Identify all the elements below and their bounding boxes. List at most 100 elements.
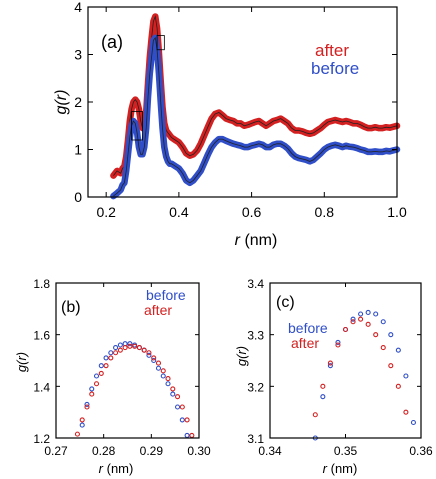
panel-b-xtick-label: 0.30 <box>187 444 211 458</box>
panel-c-point-after <box>388 363 394 369</box>
panel-b-point-before <box>117 342 123 348</box>
panel-c-legend-after: after <box>291 335 319 351</box>
panel-c-point-before <box>403 373 409 379</box>
panel-c-ylabel: g(r) <box>234 346 249 366</box>
panel-b-xlabel: r (nm) <box>99 461 134 476</box>
panel-b-point-after <box>184 417 190 423</box>
panel-b-point-before <box>89 386 95 392</box>
panel-b-series <box>74 341 195 438</box>
panel-c-point-after <box>365 321 371 327</box>
panel-c-series <box>312 309 417 441</box>
panel-a-chart: 0.2 0.4 0.6 0.8 1.0 0 1 2 3 4 (a) after before g(… <box>53 0 407 249</box>
panel-c-xtick-label: 0.35 <box>334 444 358 458</box>
panel-b-point-after <box>146 350 152 356</box>
panel-b-point-after <box>170 386 176 392</box>
panel-c-xlabel-var: r <box>323 461 328 476</box>
panel-b-point-before <box>113 345 119 351</box>
panel-c-point-before <box>358 311 364 317</box>
panel-b-legend-after: after <box>144 302 172 318</box>
panel-b-chart: 0.27 0.28 0.29 0.301.21.41.61.8 (b) before … <box>14 277 211 476</box>
panel-b-point-after <box>122 345 128 351</box>
panel-b-point-before <box>84 401 90 407</box>
panel-c-xtick-label: 0.36 <box>409 444 433 458</box>
panel-c-point-after <box>342 326 349 333</box>
panel-a-series <box>110 13 401 200</box>
panel-c-point-before <box>410 419 417 426</box>
panel-b-point-after <box>160 368 166 374</box>
panel-c-point-after <box>335 342 341 348</box>
panel-b-point-before <box>175 404 181 410</box>
panel-b-letter: (b) <box>61 299 81 316</box>
panel-a-ytick-label: 4 <box>74 0 82 15</box>
panel-b-point-after <box>141 347 147 353</box>
panel-c-point-after <box>350 319 356 325</box>
panel-b-ticks: 0.27 0.28 0.29 0.30 1.2 1.4 1.6 1.8 <box>33 277 211 458</box>
panel-b-point-after <box>108 355 114 361</box>
panel-b-point-before <box>93 373 100 379</box>
panel-b-ytick-label: 1.8 <box>33 277 50 291</box>
panel-b-point-after <box>93 381 100 387</box>
panel-c-point-before <box>380 319 386 325</box>
panel-b-ylabel: g(r) <box>14 352 29 372</box>
panel-a-xtick-label: 1.0 <box>387 204 407 220</box>
panel-a-xlabel-unit: (nm) <box>244 232 277 249</box>
panel-a-ytick-label: 2 <box>74 94 82 110</box>
panel-a-ytick-label: 3 <box>74 47 82 63</box>
panel-b-point-after <box>175 394 181 400</box>
panel-b-point-after <box>113 350 119 356</box>
panel-a-zoom-box-c <box>156 35 165 51</box>
panel-b-point-before <box>184 432 190 438</box>
panel-c-letter: (c) <box>276 294 295 311</box>
panel-c-ytick-label: 3.4 <box>247 277 264 291</box>
panel-c-point-before <box>320 394 326 400</box>
panel-b-frame <box>55 282 200 439</box>
panel-c-point-before <box>335 339 341 345</box>
panel-a-zoom-box-b <box>131 111 143 141</box>
panel-a-xtick-label: 0.6 <box>242 204 262 220</box>
panel-c-ticks: 0.34 0.35 0.36 3.1 3.2 3.3 3.4 <box>247 277 433 458</box>
panel-c-chart: 0.34 0.35 0.36 3.1 3.2 3.3 3.4 (c) before afte… <box>234 277 433 476</box>
panel-b-point-after <box>132 343 138 349</box>
panel-c-xlabel-unit: (nm) <box>331 461 358 476</box>
panel-c-xlabel: r (nm) <box>323 461 358 476</box>
panel-b-point-after <box>165 376 171 382</box>
panel-b-point-after <box>98 370 104 376</box>
panel-b-point-before <box>170 391 176 397</box>
panel-a-letter: (a) <box>101 32 123 52</box>
panel-a-legend-before: before <box>311 59 359 78</box>
panel-a-ticks: 0.2 0.4 0.6 0.8 1.0 0 1 2 3 4 <box>74 0 407 220</box>
panel-b-xtick-label: 0.29 <box>140 444 164 458</box>
panel-c-point-after <box>403 409 409 415</box>
panel-b-point-after <box>155 360 162 366</box>
panel-a-xlabel: r (nm) <box>235 232 278 249</box>
panel-c-ytick-label: 3.3 <box>247 329 264 343</box>
panel-b-legend-before: before <box>146 287 186 303</box>
panel-a-xtick-label: 0.8 <box>315 204 335 220</box>
panel-b-xtick-label: 0.27 <box>44 444 68 458</box>
panel-c-point-before <box>327 363 333 369</box>
panel-b-point-after <box>151 355 157 361</box>
panel-c-point-after <box>358 316 364 322</box>
panel-a-series-before-line <box>113 36 398 197</box>
panel-a-xtick-label: 0.4 <box>169 204 189 220</box>
panel-a-xlabel-var: r <box>235 232 241 249</box>
panel-b-xtick-label: 0.28 <box>92 444 116 458</box>
panel-c-point-before <box>365 309 371 316</box>
panel-b-xlabel-unit: (nm) <box>107 461 134 476</box>
panel-b-point-after <box>189 432 195 438</box>
panel-a-ytick-label: 0 <box>74 189 82 205</box>
panel-b-point-before <box>98 363 104 369</box>
panel-a-ylabel: g(r) <box>53 90 70 115</box>
panel-b-point-after <box>74 431 80 437</box>
panel-b-point-after <box>89 391 95 397</box>
panel-c-xtick-label: 0.34 <box>258 444 282 458</box>
panel-b-point-before <box>160 373 166 379</box>
panel-c-point-after <box>380 345 386 351</box>
panel-b-point-before <box>151 357 157 364</box>
panel-b-point-before <box>103 355 109 361</box>
panel-b-point-before <box>127 341 133 347</box>
panel-b-point-before <box>146 352 152 358</box>
panel-b-xlabel-var: r <box>99 461 104 476</box>
panel-c-point-after <box>373 332 379 338</box>
